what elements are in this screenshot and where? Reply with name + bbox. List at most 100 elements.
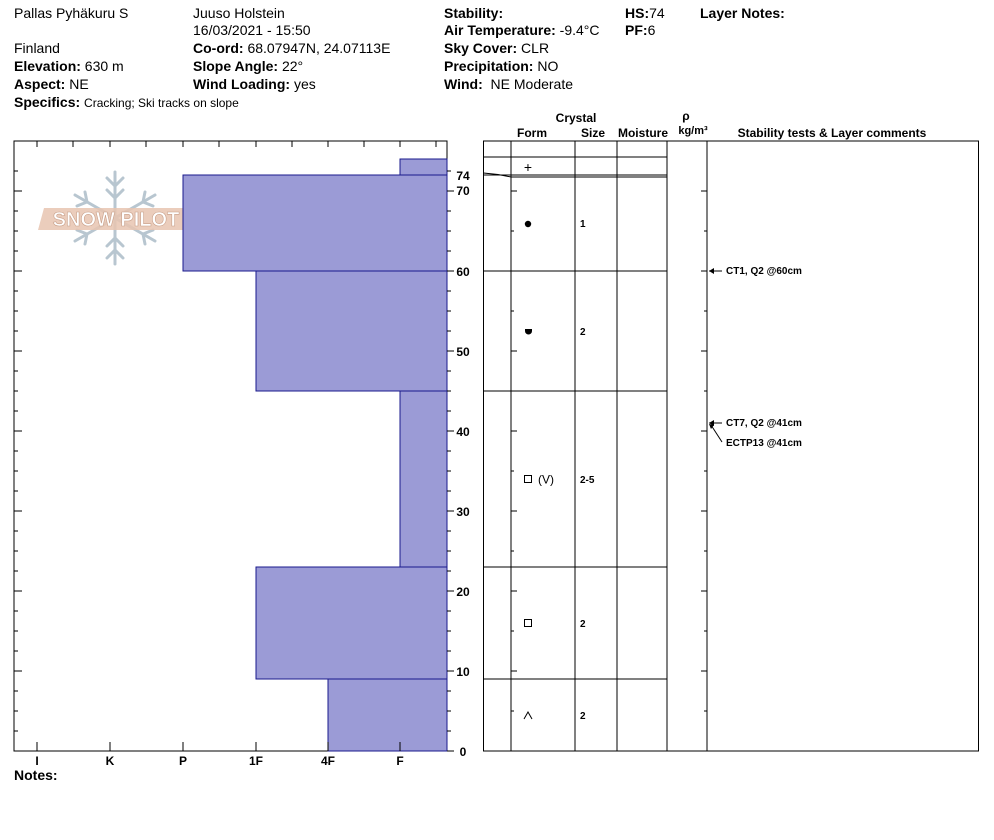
datetime: 16/03/2021 - 15:50 — [193, 22, 311, 38]
layer-crystal-form: + — [524, 159, 532, 175]
moisture-header: Moisture — [618, 126, 668, 140]
elevation: Elevation: 630 m — [14, 57, 124, 75]
hardness-bar — [399, 158, 448, 176]
stability-arrowhead — [709, 424, 714, 429]
layer-notes-label: Layer Notes: — [700, 5, 785, 21]
notes-label: Notes: — [14, 767, 58, 783]
stability-test-label: CT1, Q2 @60cm — [726, 266, 802, 277]
hardness-tick-label: I — [35, 754, 38, 768]
slope-value: 22° — [281, 58, 304, 74]
depth-tick-label: 74 — [456, 169, 470, 183]
pf-value: 6 — [647, 22, 656, 38]
depth-tick-label: 70 — [456, 184, 470, 198]
sky-value: CLR — [521, 40, 550, 56]
hardness-tick-label: K — [106, 754, 115, 768]
stability-test: ECTP13 @41cm — [709, 424, 802, 449]
sky-label: Sky Cover: — [444, 40, 518, 56]
hs-value: 74 — [649, 5, 665, 21]
depth-hoar-symbol — [523, 710, 533, 720]
wind: Wind: NE Moderate — [444, 75, 573, 93]
grain-size: 2 — [580, 327, 586, 338]
aspect-label: Aspect: — [14, 76, 66, 92]
stability-test-label: CT7, Q2 @41cm — [726, 418, 802, 429]
density-rho-header: ρ — [682, 109, 689, 123]
faceted-crystals-symbol — [524, 619, 532, 627]
layer-notes: Layer Notes: — [700, 4, 785, 22]
logo-text: SNOW PILOT — [53, 209, 180, 231]
grain-size: 1 — [580, 219, 586, 230]
pf: PF:6 — [625, 21, 655, 39]
air-temperature: Air Temperature: -9.4°C — [444, 21, 600, 39]
hardness-bar — [399, 390, 448, 568]
wind-label: Wind: — [444, 76, 483, 92]
precip-label: Precipitation: — [444, 58, 534, 74]
elevation-label: Elevation: — [14, 58, 81, 74]
hs-label: HS: — [625, 5, 650, 21]
aspect: Aspect: NE — [14, 75, 89, 93]
hardness-bar — [182, 174, 448, 272]
wind-loading-value: yes — [293, 76, 316, 92]
air-temp-label: Air Temperature: — [444, 22, 556, 38]
wind-loading-label: Wind Loading: — [193, 76, 291, 92]
stability-tests: CT1, Q2 @60cm CT7, Q2 @41cm ECTP13 @41cm — [709, 266, 802, 449]
notes: Notes: — [14, 766, 58, 784]
table-layers: +1 2 (V) 2-5 2 2 — [483, 159, 667, 722]
stability-test-label: ECTP13 @41cm — [726, 438, 802, 449]
hardness-tick-label: P — [179, 754, 187, 768]
logo-banner — [38, 208, 194, 230]
precip-value: NO — [537, 58, 559, 74]
depth-tick-label: 10 — [456, 665, 470, 679]
melt-form-symbol — [525, 329, 532, 335]
air-temp-value: -9.4°C — [559, 22, 600, 38]
faceted-crystals-symbol — [524, 475, 532, 483]
grain-size: 2 — [580, 711, 586, 722]
stability-arrow — [710, 424, 723, 443]
depth-tick-label: 40 — [456, 425, 470, 439]
location: Pallas Pyhäkuru S — [14, 5, 129, 21]
depth-tick-label: 30 — [456, 505, 470, 519]
stability-header: Stability tests & Layer comments — [738, 126, 927, 140]
grain-size: 2 — [580, 619, 586, 630]
observer: Juuso Holstein — [193, 5, 285, 21]
layer-crystal-form — [525, 329, 532, 335]
rounded-grains-symbol — [524, 220, 532, 228]
coordinates: Co-ord: 68.07947N, 24.07113E — [193, 39, 390, 57]
hardness-bar — [255, 566, 448, 680]
slope-angle: Slope Angle: 22° — [193, 57, 303, 75]
stability-arrowhead — [709, 420, 714, 426]
depth-tick-label: 20 — [456, 585, 470, 599]
coord-value: 68.07947N, 24.07113E — [247, 40, 391, 56]
grain-size: 2-5 — [580, 475, 595, 486]
layer-crystal-form — [524, 220, 532, 228]
depth-tick-label: 0 — [460, 745, 467, 759]
sky-cover: Sky Cover: CLR — [444, 39, 549, 57]
top-ticks — [36, 141, 437, 147]
table-frame — [483, 140, 979, 752]
slope-label: Slope Angle: — [193, 58, 279, 74]
density-unit-header: kg/m³ — [678, 125, 708, 137]
coord-label: Co-ord: — [193, 40, 244, 56]
stability-test: CT1, Q2 @60cm — [709, 266, 802, 277]
form-header: Form — [517, 126, 547, 140]
table-ticks — [511, 190, 707, 752]
hardness-tick-label: 4F — [321, 754, 335, 768]
size-header: Size — [581, 126, 605, 140]
country: Finland — [14, 40, 60, 56]
pf-label: PF: — [625, 22, 648, 38]
elevation-value: 630 m — [84, 58, 124, 74]
specifics-label: Specifics: — [14, 94, 81, 110]
stability-label: Stability: — [444, 5, 504, 21]
new-snow-symbol: + — [524, 159, 532, 175]
hardness-tick-label: F — [396, 754, 403, 768]
stability-test: CT7, Q2 @41cm — [709, 418, 802, 429]
hardness-tick-label: 1F — [249, 754, 263, 768]
wind-value: NE Moderate — [490, 76, 574, 92]
crystal-header: Crystal — [556, 111, 597, 125]
aspect-value: NE — [69, 76, 89, 92]
depth-tick-label: 50 — [456, 345, 470, 359]
layer-crystal-form: (V) — [524, 473, 554, 487]
wind-loading: Wind Loading: yes — [193, 75, 316, 93]
layer-table — [483, 140, 979, 752]
